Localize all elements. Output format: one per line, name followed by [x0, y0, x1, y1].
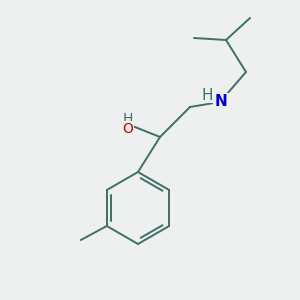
Text: H: H: [201, 88, 213, 103]
Text: N: N: [214, 94, 227, 110]
Text: H: H: [123, 112, 133, 126]
Text: O: O: [123, 122, 134, 136]
